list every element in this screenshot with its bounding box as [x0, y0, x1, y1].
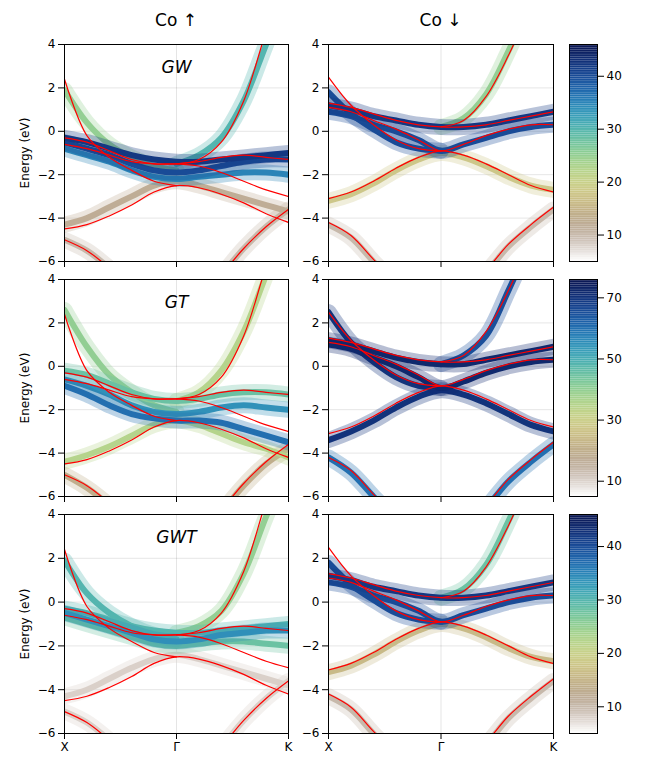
svg-text:2: 2: [312, 551, 320, 565]
svg-text:0: 0: [312, 124, 320, 138]
svg-text:30: 30: [607, 593, 622, 607]
svg-text:4: 4: [312, 37, 320, 51]
svg-text:−2: −2: [38, 403, 56, 417]
svg-text:−2: −2: [302, 403, 320, 417]
svg-text:−4: −4: [302, 683, 320, 697]
svg-text:2: 2: [48, 316, 56, 330]
svg-text:X: X: [324, 740, 332, 754]
svg-text:−4: −4: [38, 211, 56, 225]
svg-text:30: 30: [607, 122, 622, 136]
svg-text:50: 50: [607, 352, 622, 366]
svg-text:40: 40: [607, 539, 622, 553]
svg-text:2: 2: [48, 551, 56, 565]
svg-text:K: K: [550, 740, 559, 754]
svg-text:40: 40: [607, 69, 622, 83]
svg-text:0: 0: [312, 359, 320, 373]
svg-text:−4: −4: [38, 683, 56, 697]
svg-text:−6: −6: [38, 489, 56, 503]
svg-text:−2: −2: [302, 639, 320, 653]
svg-text:X: X: [60, 740, 68, 754]
svg-text:0: 0: [48, 124, 56, 138]
svg-text:−4: −4: [302, 211, 320, 225]
svg-text:Energy (eV): Energy (eV): [18, 589, 32, 660]
svg-text:−6: −6: [302, 726, 320, 740]
svg-text:GWT: GWT: [156, 527, 198, 547]
svg-text:0: 0: [48, 359, 56, 373]
svg-text:10: 10: [607, 474, 622, 488]
svg-text:GW: GW: [162, 57, 193, 77]
svg-text:−6: −6: [302, 254, 320, 268]
svg-text:Energy (eV): Energy (eV): [18, 353, 32, 424]
svg-text:4: 4: [48, 272, 56, 286]
svg-text:0: 0: [312, 595, 320, 609]
svg-text:2: 2: [312, 81, 320, 95]
svg-text:20: 20: [607, 175, 622, 189]
svg-text:GT: GT: [165, 292, 190, 312]
html-text:Co ↑: Co ↑: [155, 10, 197, 30]
svg-text:−4: −4: [302, 446, 320, 460]
svg-text:4: 4: [312, 272, 320, 286]
svg-text:Energy (eV): Energy (eV): [18, 118, 32, 189]
html-text:Co ↓: Co ↓: [419, 10, 462, 30]
svg-text:4: 4: [312, 507, 320, 521]
svg-text:−2: −2: [302, 168, 320, 182]
svg-text:−2: −2: [38, 639, 56, 653]
svg-text:−6: −6: [302, 489, 320, 503]
svg-text:2: 2: [312, 316, 320, 330]
svg-text:0: 0: [48, 595, 56, 609]
svg-text:2: 2: [48, 81, 56, 95]
svg-text:Γ: Γ: [438, 740, 445, 754]
svg-text:−2: −2: [38, 168, 56, 182]
svg-text:4: 4: [48, 37, 56, 51]
svg-text:−6: −6: [38, 726, 56, 740]
svg-text:10: 10: [607, 228, 622, 242]
svg-text:20: 20: [607, 646, 622, 660]
svg-text:10: 10: [607, 700, 622, 714]
svg-text:4: 4: [48, 507, 56, 521]
svg-text:−6: −6: [38, 254, 56, 268]
svg-text:30: 30: [607, 413, 622, 427]
svg-text:K: K: [285, 740, 294, 754]
svg-text:70: 70: [607, 291, 622, 305]
svg-text:−4: −4: [38, 446, 56, 460]
svg-text:Γ: Γ: [173, 740, 180, 754]
